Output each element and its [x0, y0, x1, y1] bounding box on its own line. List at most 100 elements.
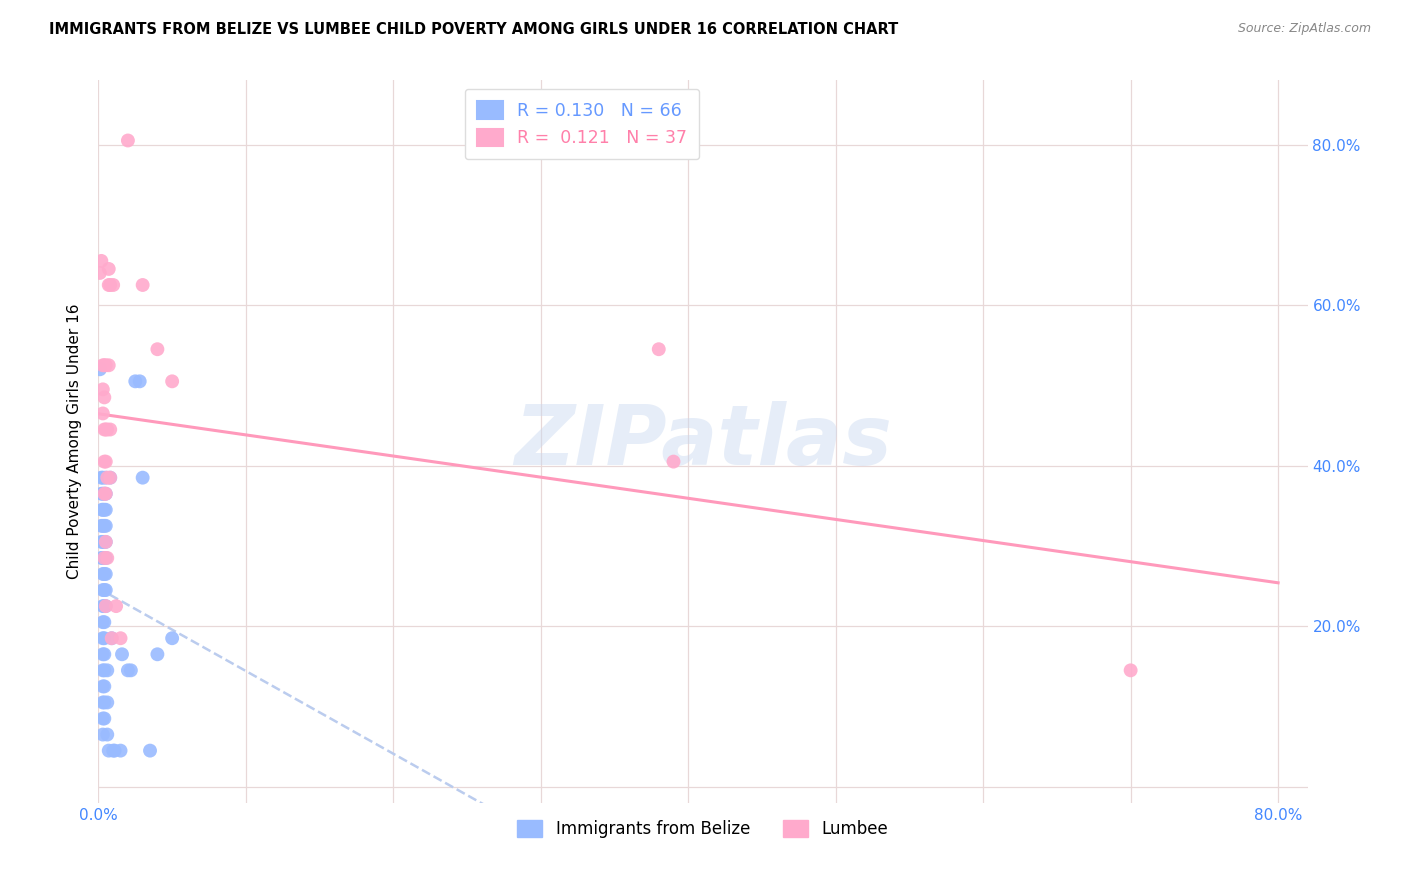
Point [96, 664, 118, 678]
Point [94, 358, 117, 372]
Point [104, 744, 127, 758]
Point [100, 632, 122, 646]
Point [98, 470, 121, 484]
Point [94, 599, 117, 614]
Point [97, 261, 120, 276]
Point [93, 712, 115, 726]
Point [120, 664, 142, 678]
Point [93, 358, 115, 372]
Point [91, 534, 114, 549]
Point [131, 277, 153, 292]
Point [93, 518, 115, 533]
Point [97, 277, 120, 292]
Point [1119, 664, 1142, 678]
Point [93, 583, 115, 598]
Point [91, 664, 114, 678]
Point [91, 696, 114, 710]
Point [91, 358, 114, 372]
Point [93, 680, 115, 694]
Point [124, 374, 146, 388]
Point [94, 454, 117, 469]
Point [90, 518, 112, 533]
Point [93, 422, 115, 436]
Text: IMMIGRANTS FROM BELIZE VS LUMBEE CHILD POVERTY AMONG GIRLS UNDER 16 CORRELATION : IMMIGRANTS FROM BELIZE VS LUMBEE CHILD P… [49, 22, 898, 37]
Point [91, 680, 114, 694]
Point [94, 534, 117, 549]
Point [90, 470, 112, 484]
Point [96, 422, 118, 436]
Point [101, 277, 124, 292]
Point [160, 632, 183, 646]
Point [94, 551, 117, 566]
Point [94, 470, 117, 484]
Point [91, 487, 114, 501]
Point [91, 502, 114, 516]
Point [93, 648, 115, 662]
Point [91, 551, 114, 566]
Point [91, 648, 114, 662]
Point [93, 534, 115, 549]
Point [128, 374, 150, 388]
Point [94, 518, 117, 533]
Point [91, 382, 114, 396]
Point [90, 253, 112, 268]
Point [94, 583, 117, 598]
Point [110, 632, 132, 646]
Point [91, 470, 114, 484]
Point [101, 744, 124, 758]
Text: ZIPatlas: ZIPatlas [515, 401, 891, 482]
Point [93, 615, 115, 630]
Point [93, 567, 115, 582]
Point [93, 454, 115, 469]
Point [648, 342, 671, 356]
Point [93, 696, 115, 710]
Point [91, 615, 114, 630]
Point [94, 534, 117, 549]
Point [90, 487, 112, 501]
Point [160, 374, 183, 388]
Point [98, 422, 121, 436]
Point [94, 422, 117, 436]
Point [146, 648, 169, 662]
Point [110, 744, 132, 758]
Point [93, 664, 115, 678]
Point [96, 696, 118, 710]
Point [93, 551, 115, 566]
Point [90, 534, 112, 549]
Point [93, 632, 115, 646]
Y-axis label: Child Poverty Among Girls Under 16: Child Poverty Among Girls Under 16 [66, 304, 82, 579]
Point [93, 551, 115, 566]
Point [90, 551, 112, 566]
Point [98, 470, 121, 484]
Point [91, 712, 114, 726]
Point [91, 632, 114, 646]
Point [91, 599, 114, 614]
Point [91, 583, 114, 598]
Point [96, 728, 118, 742]
Point [131, 470, 153, 484]
Point [93, 599, 115, 614]
Point [91, 567, 114, 582]
Point [91, 518, 114, 533]
Point [91, 406, 114, 420]
Point [98, 277, 121, 292]
Point [117, 133, 139, 147]
Point [94, 502, 117, 516]
Point [94, 567, 117, 582]
Point [94, 487, 117, 501]
Point [93, 487, 115, 501]
Point [139, 744, 162, 758]
Point [117, 664, 139, 678]
Point [93, 391, 115, 405]
Point [111, 648, 134, 662]
Point [89, 266, 111, 280]
Point [91, 728, 114, 742]
Point [94, 487, 117, 501]
Text: Source: ZipAtlas.com: Source: ZipAtlas.com [1237, 22, 1371, 36]
Point [96, 470, 118, 484]
Point [662, 454, 685, 469]
Point [97, 358, 120, 372]
Point [93, 502, 115, 516]
Point [105, 599, 128, 614]
Point [93, 487, 115, 501]
